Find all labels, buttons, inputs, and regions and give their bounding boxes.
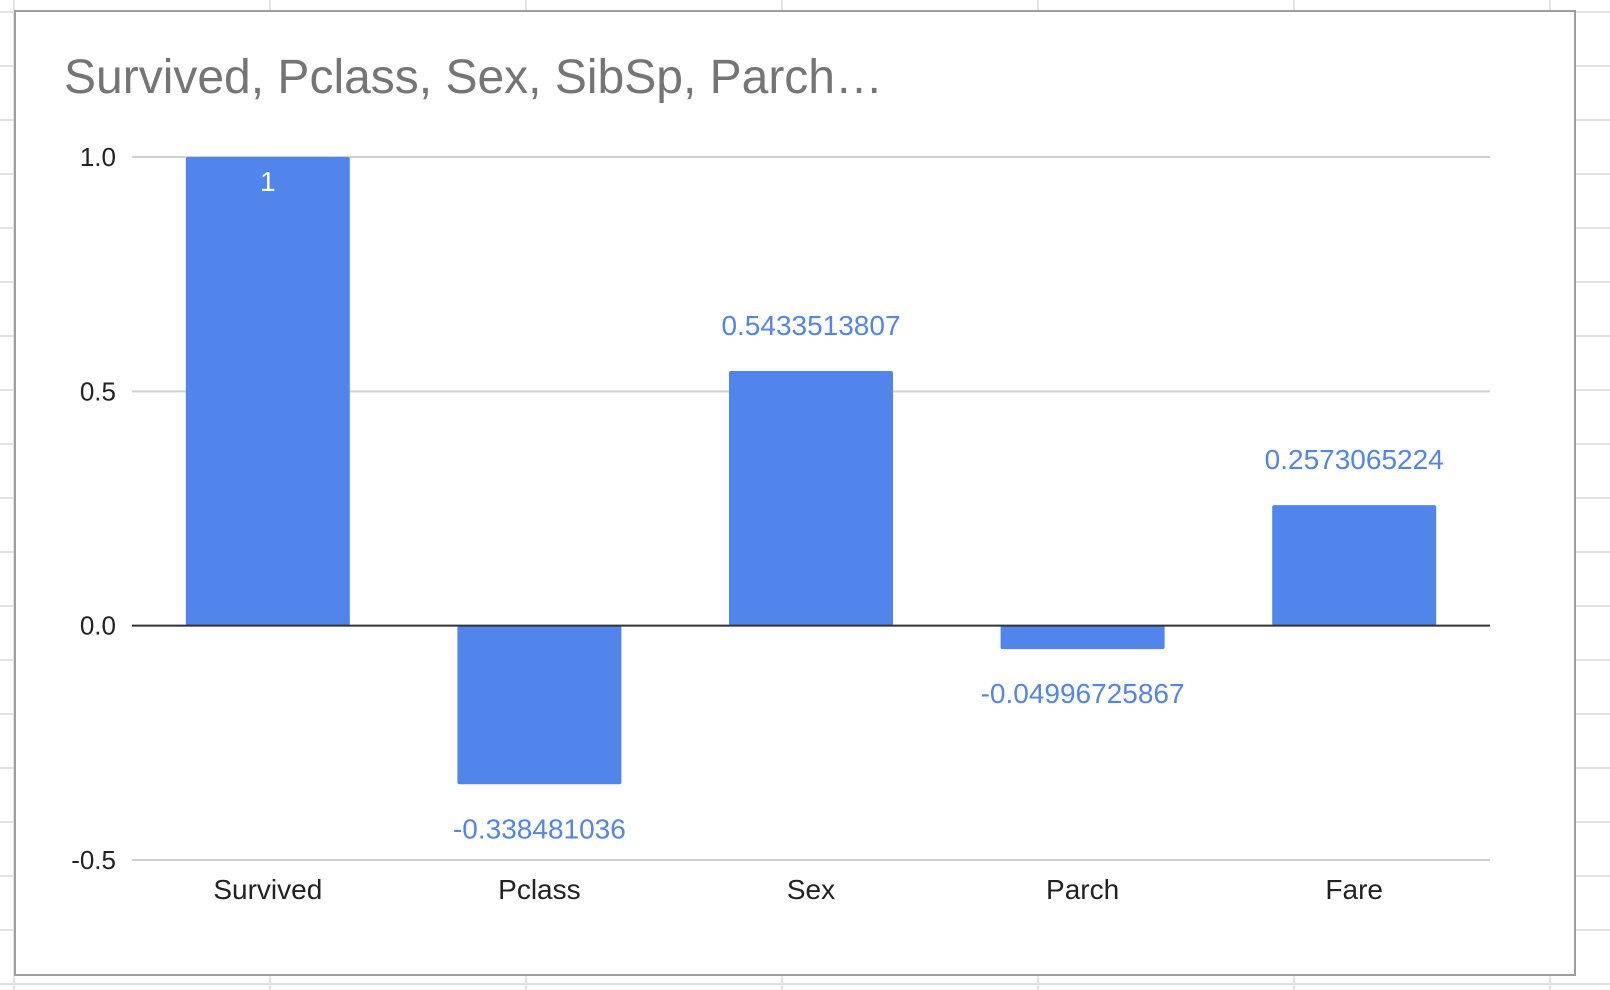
y-axis-tick-labels: -0.5 0.0 0.5 1.0 (71, 142, 116, 875)
data-label: -0.338481036 (453, 813, 626, 844)
bar-parch[interactable] (1000, 625, 1165, 650)
bar-survived[interactable] (185, 157, 350, 626)
y-tick-label: 1.0 (80, 142, 116, 172)
bar-sex[interactable] (729, 371, 893, 626)
data-label: 0.2573065224 (1265, 444, 1444, 475)
data-label: 1 (260, 166, 276, 197)
y-tick-label: 0.5 (80, 376, 116, 406)
x-axis-category-labels: Survived Pclass Sex Parch Fare (213, 874, 1383, 905)
bar-fare[interactable] (1272, 505, 1437, 626)
bar-chart-plot: -0.5 0.0 0.5 1.0 Survived Pclass Sex Parch Fare… (71, 142, 1490, 905)
x-category-label: Parch (1046, 874, 1119, 905)
data-labels: 1 -0.338481036 0.5433513807 -0.04996725867 0… (260, 166, 1444, 844)
chart-container[interactable]: Survived, Pclass, Sex, SibSp, Parch… -0.… (14, 10, 1576, 976)
x-category-label: Fare (1325, 874, 1383, 905)
data-label: -0.04996725867 (981, 678, 1185, 709)
data-label: 0.5433513807 (721, 310, 900, 341)
bars (185, 157, 1437, 785)
y-tick-label: 0.0 (80, 611, 116, 641)
y-tick-label: -0.5 (71, 845, 116, 875)
x-category-label: Pclass (498, 874, 580, 905)
x-category-label: Sex (787, 874, 835, 905)
x-category-label: Survived (213, 874, 322, 905)
bar-pclass[interactable] (457, 625, 622, 785)
chart-title: Survived, Pclass, Sex, SibSp, Parch… (64, 51, 883, 104)
